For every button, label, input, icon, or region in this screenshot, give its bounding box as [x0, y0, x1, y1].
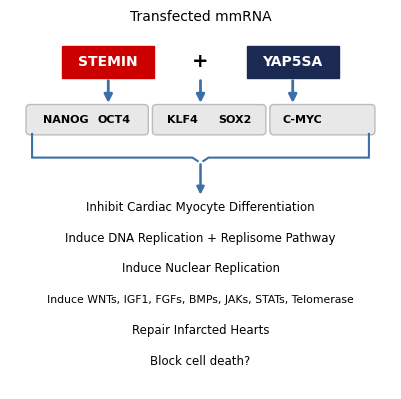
Text: STEMIN: STEMIN	[79, 55, 138, 69]
Text: NANOG: NANOG	[43, 115, 89, 125]
Text: YAP5SA: YAP5SA	[263, 55, 323, 69]
Text: Transfected mmRNA: Transfected mmRNA	[130, 10, 271, 24]
Text: +: +	[192, 52, 209, 71]
FancyBboxPatch shape	[26, 105, 148, 135]
Text: Induce WNTs, IGF1, FGFs, BMPs, JAKs, STATs, Telomerase: Induce WNTs, IGF1, FGFs, BMPs, JAKs, STA…	[47, 294, 354, 305]
Text: Block cell death?: Block cell death?	[150, 355, 251, 367]
Text: KLF4: KLF4	[167, 115, 198, 125]
Text: Repair Infarcted Hearts: Repair Infarcted Hearts	[132, 324, 269, 337]
Text: OCT4: OCT4	[98, 115, 131, 125]
Text: SOX2: SOX2	[218, 115, 251, 125]
FancyBboxPatch shape	[152, 105, 266, 135]
Text: Induce Nuclear Replication: Induce Nuclear Replication	[122, 263, 279, 275]
Text: C-MYC: C-MYC	[283, 115, 323, 125]
Text: Induce DNA Replication + Replisome Pathway: Induce DNA Replication + Replisome Pathw…	[65, 232, 336, 245]
FancyBboxPatch shape	[247, 46, 339, 78]
Text: Inhibit Cardiac Myocyte Differentiation: Inhibit Cardiac Myocyte Differentiation	[86, 201, 315, 214]
FancyBboxPatch shape	[270, 105, 375, 135]
FancyBboxPatch shape	[62, 46, 154, 78]
